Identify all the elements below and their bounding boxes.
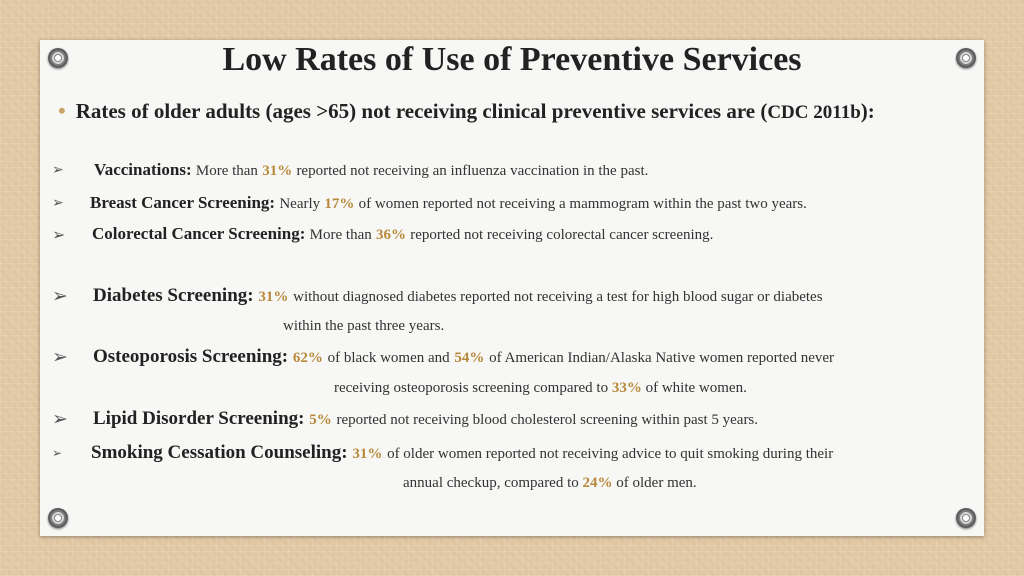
- item-label: Smoking Cessation Counseling:: [91, 442, 348, 463]
- arrow-bullet-icon: ➢: [52, 346, 68, 368]
- arrow-bullet-icon: ➢: [52, 195, 64, 211]
- percent-value: 36%: [375, 227, 406, 243]
- item-label: Breast Cancer Screening:: [90, 193, 276, 212]
- pushpin-icon: [956, 508, 976, 528]
- item-label: Lipid Disorder Screening:: [93, 408, 305, 429]
- percent-value: 62%: [292, 350, 323, 366]
- pushpin-icon: [48, 48, 68, 68]
- percent-value: 17%: [324, 196, 355, 212]
- intro-text: Rates of older adults (ages >65) not rec…: [75, 99, 768, 123]
- arrow-bullet-icon: ➢: [52, 408, 68, 430]
- arrow-bullet-icon: ➢: [52, 225, 66, 244]
- percent-value: 31%: [258, 289, 289, 305]
- percent-value: 33%: [611, 380, 642, 396]
- item-label: Vaccinations:: [94, 160, 192, 179]
- item-label: Osteoporosis Screening:: [93, 346, 289, 367]
- percent-value: 31%: [352, 446, 383, 462]
- item-label: Diabetes Screening:: [93, 285, 254, 306]
- pushpin-icon: [48, 508, 68, 528]
- intro-close: ):: [860, 99, 875, 123]
- item-label: Colorectal Cancer Screening:: [92, 224, 306, 243]
- slide-card: Low Rates of Use of Preventive Services …: [40, 40, 984, 536]
- arrow-bullet-icon: ➢: [52, 162, 64, 178]
- intro-citation: CDC 2011b: [767, 102, 861, 123]
- slide-title: Low Rates of Use of Preventive Services: [222, 41, 802, 78]
- percent-value: 24%: [582, 475, 613, 491]
- bullet-dot-icon: •: [58, 98, 66, 123]
- pushpin-icon: [956, 48, 976, 68]
- percent-value: 54%: [454, 350, 485, 366]
- percent-value: 5%: [309, 412, 332, 428]
- arrow-bullet-icon: ➢: [52, 285, 68, 307]
- arrow-bullet-icon: ➢: [52, 446, 63, 460]
- intro-bullet: • Rates of older adults (ages >65) not re…: [58, 98, 958, 125]
- percent-value: 31%: [262, 163, 293, 179]
